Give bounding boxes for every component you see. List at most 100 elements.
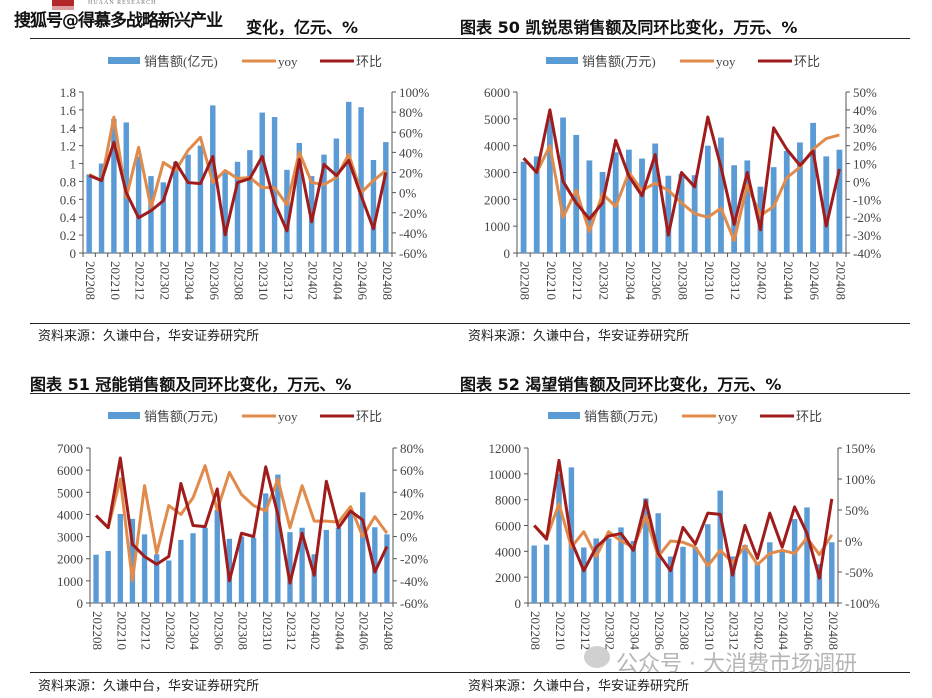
x-tick-label: 202304: [182, 261, 197, 301]
left-tick-label: 6000: [57, 463, 83, 478]
right-tick-label: -100%: [845, 596, 880, 611]
title-rule: [30, 393, 466, 394]
bar-sales: [311, 554, 317, 603]
bar-sales: [652, 143, 659, 253]
x-tick-label: 202404: [776, 611, 791, 651]
left-tick-label: 1.8: [60, 85, 76, 100]
legend-label-yoy: yoy: [718, 409, 738, 424]
right-tick-label: 40%: [400, 485, 424, 500]
right-tick-label: 50%: [853, 85, 877, 100]
wechat-icon: [584, 646, 610, 668]
legend-label-yoy: yoy: [716, 54, 736, 69]
chart-source: 资料来源：久谦中台，华安证券研究所: [468, 329, 690, 344]
bar-sales: [238, 536, 245, 603]
left-tick-label: 3000: [57, 530, 83, 545]
left-tick-label: 4000: [495, 544, 521, 559]
chart-panel-2: 图表 50 凯锐思销售额及同环比变化，万元、% 销售额(万元) yoy 环比 0 100…: [460, 0, 932, 349]
x-tick-label: 202302: [603, 611, 618, 650]
x-tick-label: 202402: [754, 261, 769, 300]
legend-label-yoy: yoy: [278, 409, 298, 424]
left-tick-label: 4000: [57, 507, 83, 522]
bar-sales: [370, 159, 377, 253]
left-tick-label: 10000: [489, 467, 522, 482]
bar-sales: [779, 550, 785, 603]
right-tick-label: 80%: [400, 441, 424, 456]
left-tick-label: 1000: [57, 574, 83, 589]
x-tick-label: 202212: [570, 261, 585, 300]
x-tick-label: 202210: [108, 261, 123, 300]
bar-sales: [754, 564, 761, 603]
bar-sales: [744, 160, 751, 253]
chart-title: 图表 52 渴望销售额及同环比变化，万元、%: [460, 375, 782, 394]
bar-sales: [360, 492, 366, 603]
legend-bar-swatch: [108, 412, 140, 419]
legend-label-mom: 环比: [796, 409, 822, 424]
left-tick-label: 7000: [57, 441, 83, 456]
bar-sales: [383, 142, 389, 253]
left-tick-label: 1.2: [60, 139, 76, 154]
source-rule: [460, 672, 910, 673]
bar-sales: [129, 518, 136, 603]
x-tick-label: 202306: [649, 261, 664, 301]
bar-sales: [797, 142, 803, 253]
x-tick-label: 202306: [211, 611, 226, 651]
left-tick-label: 0.2: [60, 228, 76, 243]
bar-sales: [823, 156, 830, 253]
x-tick-label: 202212: [139, 611, 154, 650]
x-tick-label: 202312: [284, 611, 299, 650]
x-tick-label: 202408: [381, 611, 396, 650]
bar-sales: [148, 176, 154, 253]
x-tick-label: 202302: [157, 261, 172, 300]
line-yoy: [533, 502, 834, 568]
x-tick-label: 202402: [306, 261, 321, 300]
legend-bar-swatch: [546, 57, 578, 64]
chart-source: 资料来源：久谦中台，华安证券研究所: [38, 329, 260, 344]
x-tick-label: 202210: [553, 611, 568, 650]
right-tick-label: -30%: [853, 228, 881, 243]
x-tick-label: 202404: [781, 261, 796, 301]
chart-svg: 销售额(万元) yoy 环比 0 1000 2000 3000 4000 5000 6000 700…: [57, 409, 428, 651]
x-tick-label: 202402: [751, 611, 766, 650]
x-tick-label: 202310: [702, 261, 717, 300]
right-tick-label: 80%: [399, 105, 423, 120]
source-rule: [30, 672, 466, 673]
legend-label-sales: 销售额(万元): [144, 409, 218, 424]
source-rule: [460, 323, 910, 324]
bar-sales: [111, 118, 117, 253]
bar-sales: [680, 546, 686, 603]
right-tick-label: 50%: [845, 503, 869, 518]
left-tick-label: 5000: [484, 112, 510, 127]
x-tick-label: 202210: [114, 611, 129, 650]
left-tick-label: 6000: [495, 519, 521, 534]
bar-sales: [655, 513, 661, 603]
bar-sales: [630, 541, 637, 603]
watermark-bottom: 公众号 · 大消费市场调研: [616, 652, 857, 677]
bar-sales: [178, 539, 184, 603]
bar-sales: [816, 564, 823, 603]
bar-sales: [836, 149, 843, 253]
chart-panel-1: 变化，亿元、% 销售额(亿元) yoy 环比 0 0.2 0.4 0.6 0.8 1 1.2 1.4…: [0, 0, 466, 349]
chart-title: 图表 50 凯锐思销售额及同环比变化，万元、%: [460, 18, 798, 37]
bar-sales: [810, 122, 816, 253]
x-tick-label: 202310: [256, 261, 271, 300]
left-tick-label: 1: [70, 157, 77, 172]
x-tick-label: 202308: [677, 611, 692, 650]
legend-label-mom: 环比: [356, 409, 382, 424]
x-tick-label: 202406: [357, 611, 372, 651]
bar-sales: [718, 137, 724, 253]
bar-sales: [153, 554, 160, 603]
chart-title: 图表 51 冠能销售额及同环比变化，万元、%: [30, 375, 352, 394]
bar-sales: [98, 163, 105, 253]
x-tick-label: 202302: [163, 611, 178, 650]
bar-sales: [141, 534, 148, 603]
right-tick-label: 40%: [853, 103, 877, 118]
legend-label-sales: 销售额(亿元): [144, 54, 218, 69]
bar-sales: [284, 169, 290, 253]
bar-sales: [783, 151, 790, 253]
x-tick-label: 202408: [826, 611, 841, 650]
chart-source: 资料来源：久谦中台，华安证券研究所: [38, 679, 260, 694]
x-tick-label: 202308: [236, 611, 251, 650]
x-tick-label: 202408: [833, 261, 848, 300]
chart-source: 资料来源：久谦中台，华安证券研究所: [468, 679, 690, 694]
x-tick-label: 202310: [702, 611, 717, 650]
